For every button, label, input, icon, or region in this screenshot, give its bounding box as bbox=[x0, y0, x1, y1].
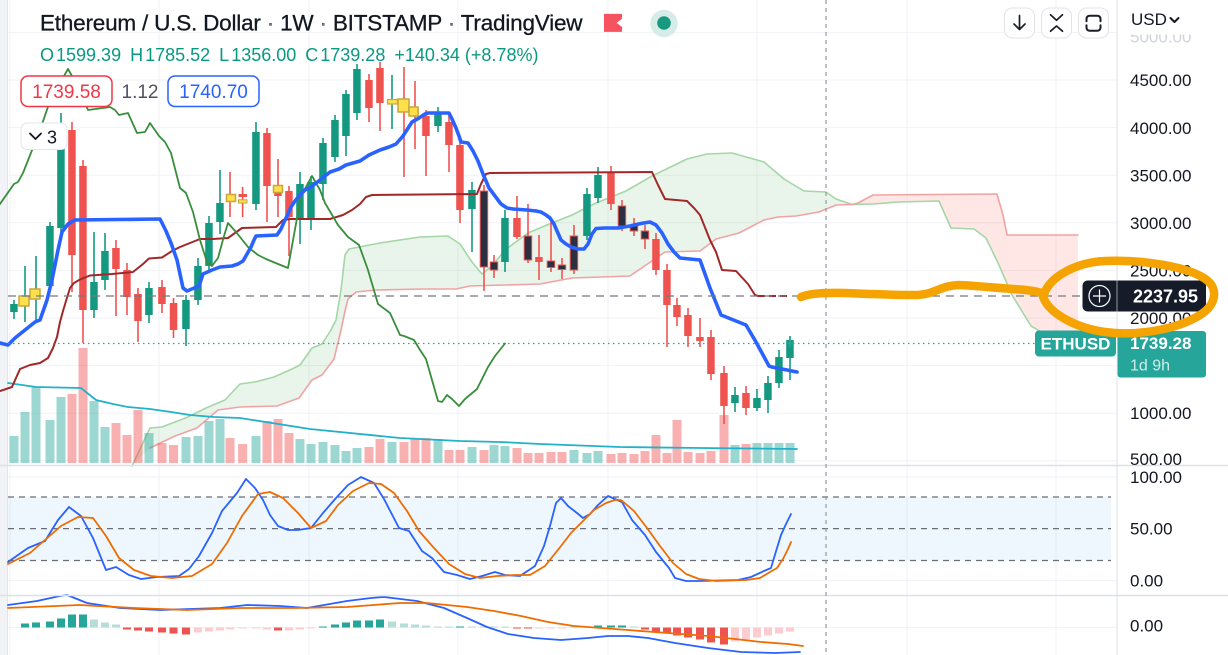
svg-text:50.00: 50.00 bbox=[1130, 520, 1173, 539]
svg-text:3500.00: 3500.00 bbox=[1130, 167, 1191, 186]
svg-text:0.00: 0.00 bbox=[1130, 572, 1163, 591]
svg-text:1739.58: 1739.58 bbox=[32, 82, 101, 103]
svg-text:0.00: 0.00 bbox=[1130, 616, 1163, 635]
svg-text:1.12: 1.12 bbox=[122, 82, 159, 103]
svg-text:Ethereum / U.S. Dollar · 1W ·: Ethereum / U.S. Dollar · 1W · BITSTAMP ·… bbox=[40, 11, 583, 36]
svg-text:3000.00: 3000.00 bbox=[1130, 214, 1191, 233]
svg-text:1000.00: 1000.00 bbox=[1130, 404, 1191, 423]
svg-text:500.00: 500.00 bbox=[1130, 450, 1182, 469]
svg-text:4500.00: 4500.00 bbox=[1130, 71, 1191, 90]
svg-text:3: 3 bbox=[47, 128, 57, 148]
svg-text:1739.28: 1739.28 bbox=[1130, 334, 1191, 353]
svg-text:ETHUSD: ETHUSD bbox=[1041, 335, 1111, 354]
svg-text:USD: USD bbox=[1131, 10, 1167, 29]
svg-text:1d 9h: 1d 9h bbox=[1130, 358, 1170, 375]
svg-text:1740.70: 1740.70 bbox=[179, 82, 248, 103]
svg-text:2237.95: 2237.95 bbox=[1133, 287, 1198, 307]
svg-text:4000.00: 4000.00 bbox=[1130, 119, 1191, 138]
svg-text:100.00: 100.00 bbox=[1130, 468, 1182, 487]
